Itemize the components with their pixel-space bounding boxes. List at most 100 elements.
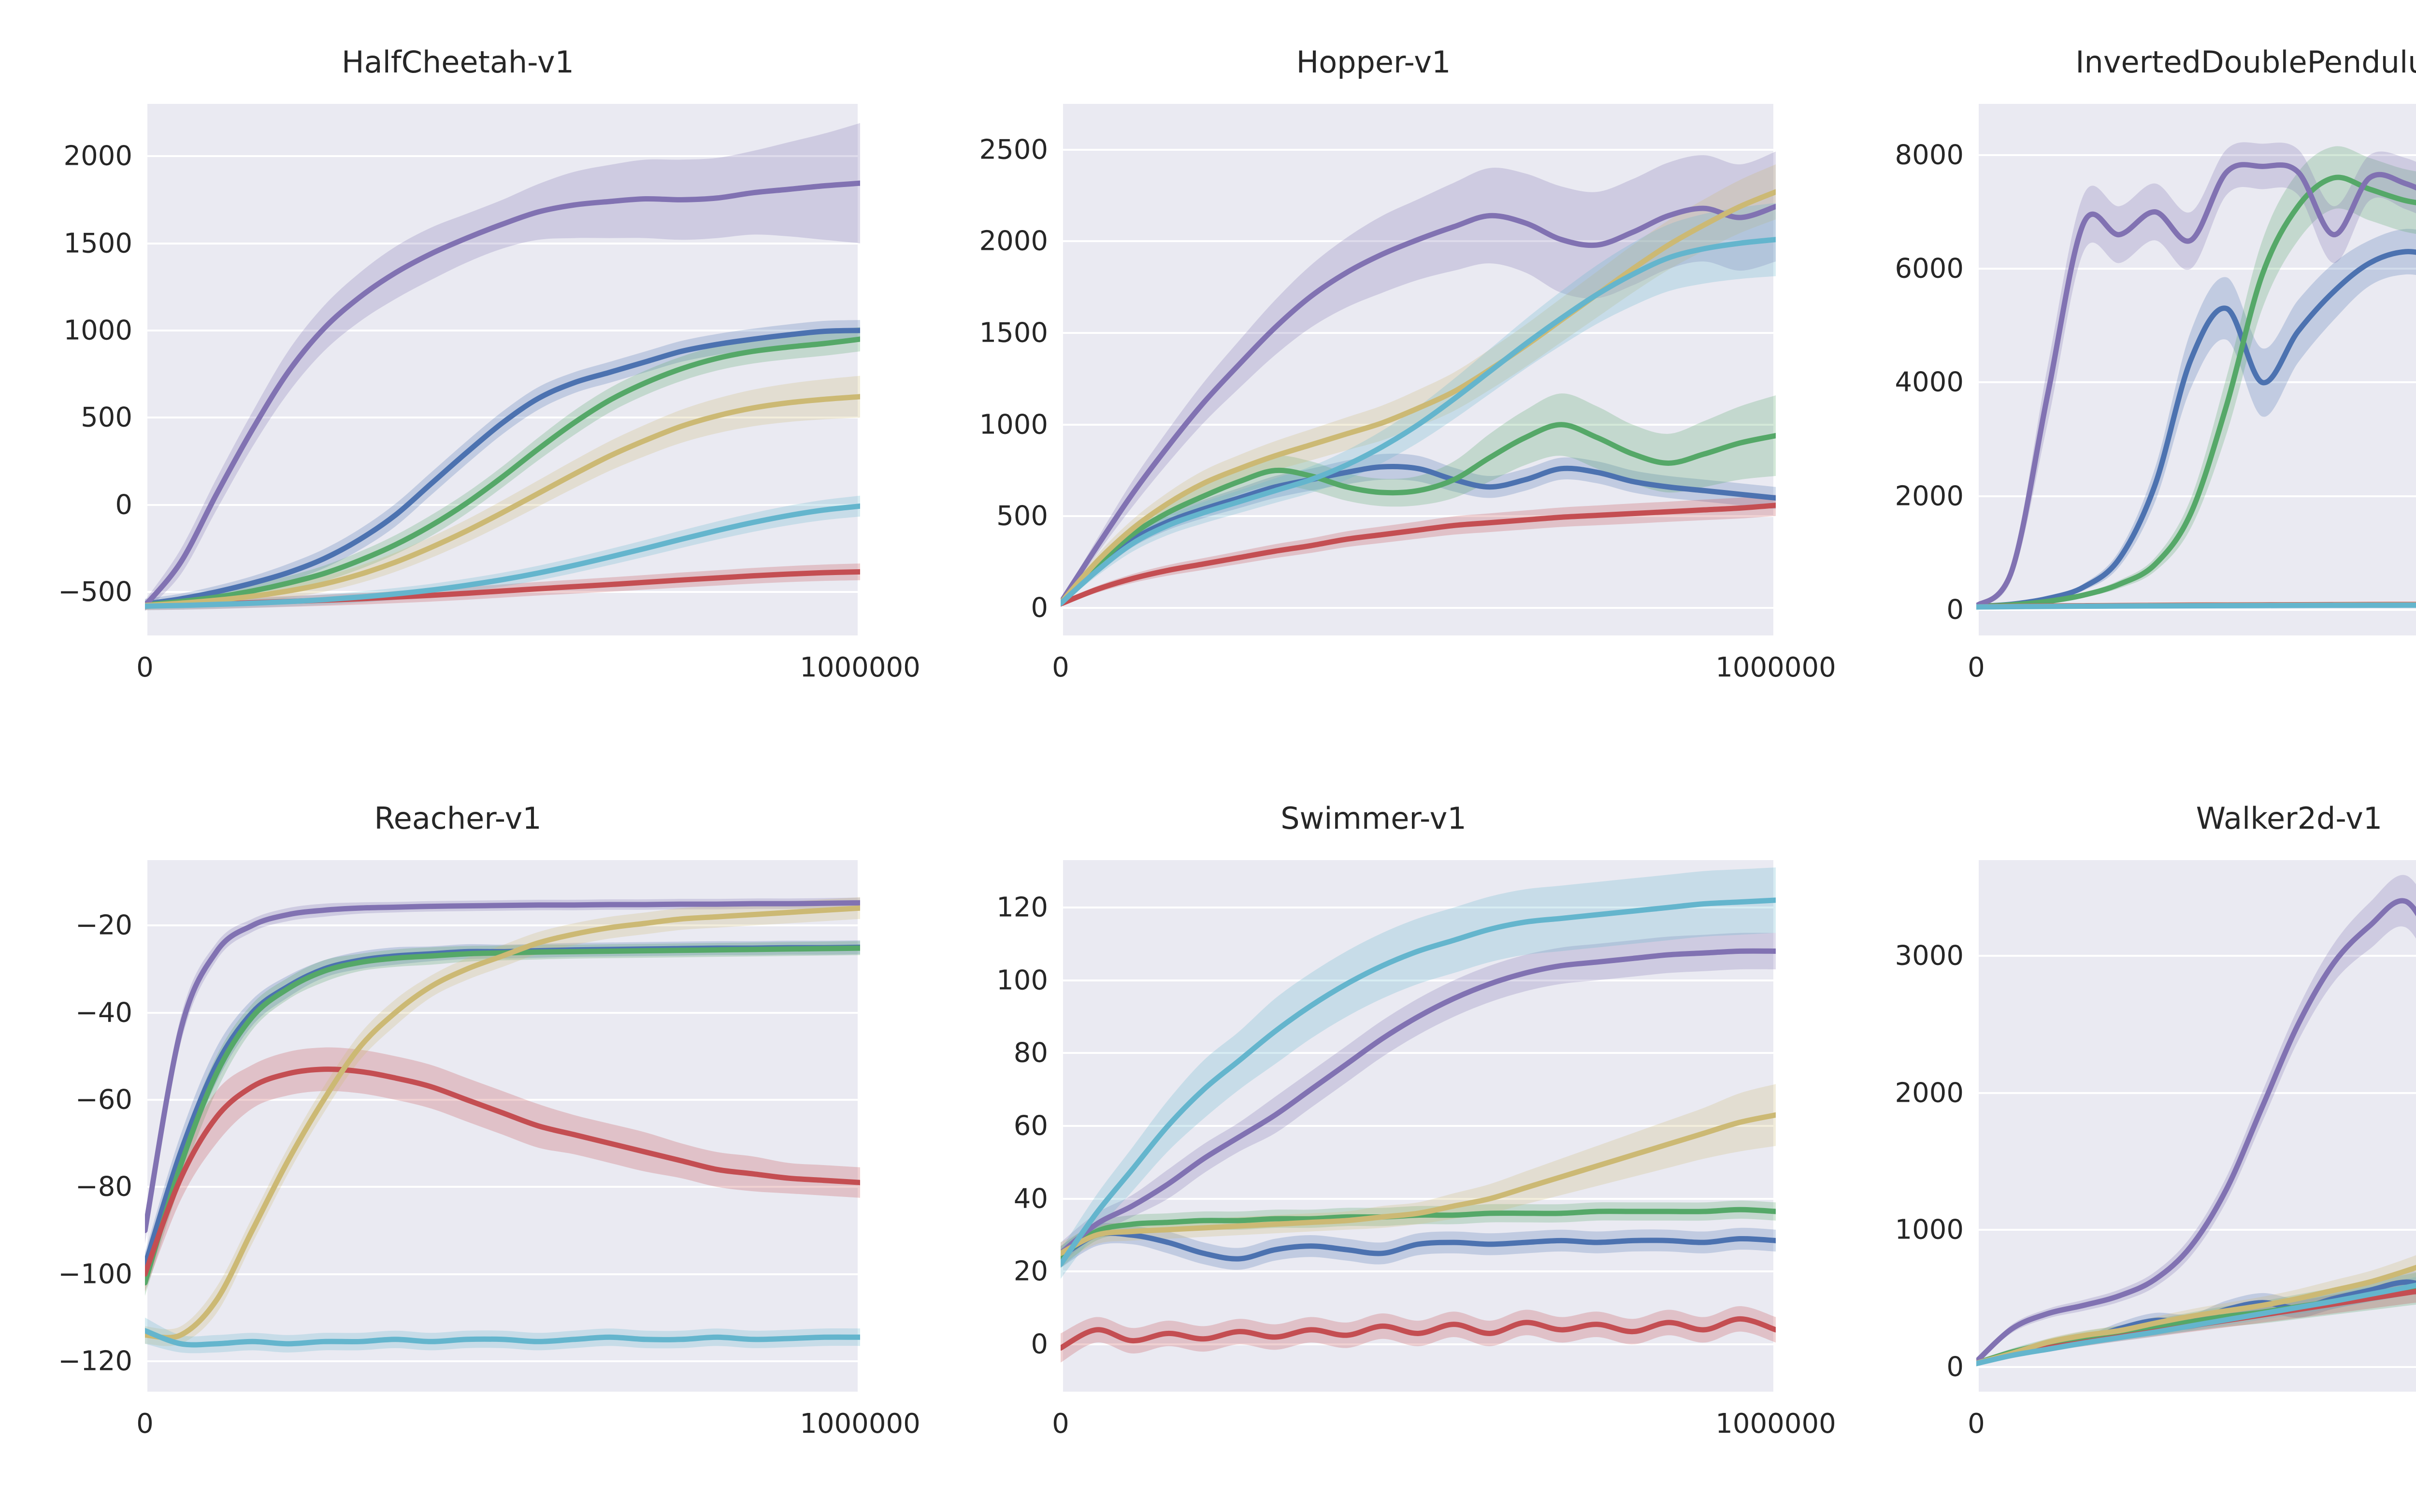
y-tick-label: −80 (75, 1171, 132, 1203)
axes-background (145, 104, 860, 635)
gridline-horizontal (1976, 268, 2416, 270)
x-tick-label: 1000000 (800, 1408, 920, 1440)
gridline-vertical (1061, 860, 1063, 1392)
gridline-horizontal (145, 1360, 860, 1362)
y-tick-label: 2500 (979, 134, 1048, 166)
confidence-band (1061, 151, 1776, 605)
y-tick-label: 0 (1946, 594, 1964, 626)
series-canvas (145, 897, 860, 1354)
gridline-horizontal (145, 1186, 860, 1188)
gridline-horizontal (1061, 1270, 1776, 1273)
y-tick-label: 80 (1013, 1037, 1048, 1069)
gridline-vertical (145, 860, 147, 1392)
subplot-hopper-v1: Hopper-v1 0 500 1000 1500 2000 2500 0 1000000 (916, 0, 1836, 756)
subplot-title: HalfCheetah-v1 (342, 44, 574, 80)
plot-area: 010002000300001000000 (1895, 860, 2416, 1440)
y-tick-label: 0 (115, 489, 132, 520)
gridline-horizontal (1976, 955, 2416, 957)
plot-area: 0 20 40 60 80 100 120 0 1000000 (996, 860, 1836, 1440)
y-tick-label: −120 (58, 1345, 132, 1377)
y-tick-label: 60 (1013, 1110, 1048, 1142)
confidence-band (145, 495, 860, 610)
gridline-horizontal (1061, 1197, 1776, 1200)
y-tick-label: 1500 (63, 228, 132, 259)
x-tick-label: 0 (1968, 1408, 1985, 1440)
series-line (1061, 1112, 1776, 1256)
gridline-vertical (1061, 104, 1063, 635)
gridline-horizontal (145, 329, 860, 331)
gridline-horizontal (1061, 1052, 1776, 1054)
y-tick-label: 2000 (1895, 480, 1964, 512)
y-tick-label: −20 (75, 909, 132, 941)
gridline-horizontal (1061, 515, 1776, 518)
series-line (1061, 422, 1776, 606)
subplot-halfcheetah-v1: HalfCheetah-v1 −500 0 500 1000 1500 2000 0 10000… (0, 0, 920, 756)
axes-background (1061, 860, 1776, 1392)
y-tick-label: 120 (996, 892, 1048, 923)
confidence-band (1061, 1200, 1776, 1268)
axes-background (1061, 104, 1776, 635)
x-tick-label: 0 (1052, 1408, 1069, 1440)
gridline-horizontal (1061, 148, 1776, 151)
gridline-vertical (858, 104, 860, 635)
series-line (145, 905, 860, 1340)
gridline-horizontal (1061, 1125, 1776, 1127)
y-tick-label: 0 (1031, 592, 1048, 624)
y-tick-label: −60 (75, 1084, 132, 1116)
gridline-horizontal (1061, 906, 1776, 908)
series-line (1976, 1265, 2416, 1366)
subplot-title: Hopper-v1 (1296, 44, 1451, 80)
axes-background (1976, 860, 2416, 1392)
series-line (145, 503, 860, 609)
y-tick-label: 500 (81, 402, 132, 433)
gridline-vertical (1976, 860, 1979, 1392)
series-line (1061, 203, 1776, 605)
series-line (1976, 602, 2416, 610)
plot-area: −500 0 500 1000 1500 2000 0 1000000 (58, 104, 920, 683)
confidence-band (1061, 453, 1776, 605)
axes-background (1976, 104, 2416, 635)
series-line (1976, 1282, 2416, 1367)
series-line (145, 328, 860, 607)
axes-background (145, 860, 860, 1392)
y-tick-label: 8000 (1895, 139, 1964, 171)
series-line (145, 945, 860, 1286)
gridline-horizontal (145, 924, 860, 927)
gridline-horizontal (1061, 979, 1776, 981)
series-line (1061, 189, 1776, 606)
confidence-band (145, 123, 860, 611)
y-tick-label: 6000 (1895, 253, 1964, 285)
y-tick-label: −100 (58, 1258, 132, 1290)
series-line (1061, 897, 1776, 1267)
series-line (1061, 948, 1776, 1256)
y-tick-label: 0 (1031, 1328, 1048, 1360)
series-canvas (145, 123, 860, 611)
series-canvas (1976, 875, 2416, 1367)
x-tick-label: 0 (1968, 652, 1985, 683)
y-tick-label: −500 (58, 576, 132, 608)
subplot-title: Reacher-v1 (374, 801, 542, 836)
x-tick-label: 1000000 (800, 652, 920, 683)
gridline-horizontal (1976, 1366, 2416, 1368)
subplot-inverteddoublependulum-v1: InvertedDoublePendulum-v1 0 2000 4000 6000 80… (1831, 0, 2416, 756)
plot-area: 0200040006000800001000000 (1895, 104, 2416, 683)
series-canvas (1976, 142, 2416, 610)
subplot-reacher-v1: Reacher-v1 −120 −100 −80 −60 −40 −20 0 1000000 (0, 756, 920, 1512)
series-line (1061, 1230, 1776, 1262)
series-line (1976, 174, 2416, 609)
gridline-horizontal (145, 1011, 860, 1014)
y-tick-label: 3000 (1895, 940, 1964, 972)
series-line (1976, 162, 2416, 609)
plot-area: 0 500 1000 1500 2000 2500 0 1000000 (979, 104, 1836, 683)
y-tick-label: 100 (996, 965, 1048, 996)
gridline-vertical (1773, 860, 1776, 1392)
gridline-vertical (1773, 104, 1776, 635)
series-line (145, 394, 860, 608)
series-line (145, 336, 860, 608)
series-line (1061, 1316, 1776, 1351)
y-tick-label: 1500 (979, 317, 1048, 349)
y-tick-label: 0 (1946, 1351, 1964, 1383)
gridline-horizontal (145, 1273, 860, 1275)
gridline-horizontal (1061, 607, 1776, 609)
